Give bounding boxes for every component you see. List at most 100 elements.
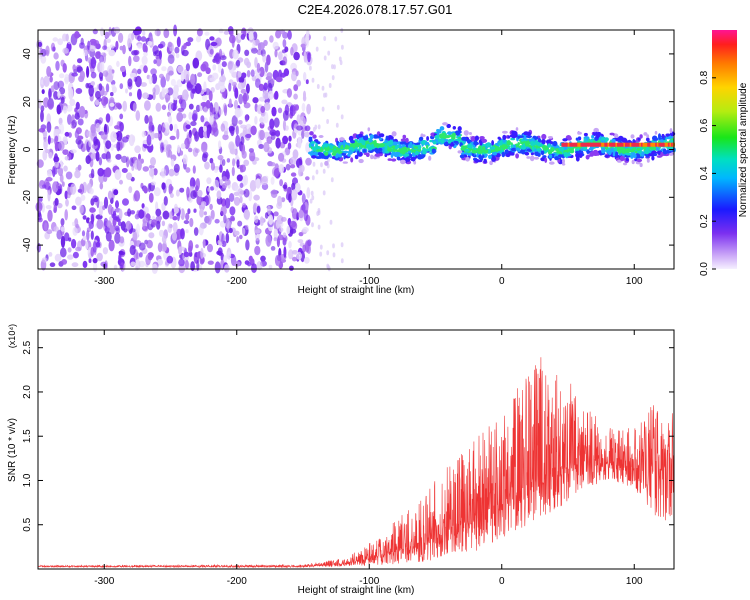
spectrogram-cell <box>61 181 65 188</box>
spectrogram-cell <box>491 157 495 160</box>
spectrogram-cell <box>58 87 66 95</box>
spectrogram-cell <box>312 161 316 167</box>
spectrogram-cell <box>506 140 511 146</box>
spectrogram-cell <box>410 156 416 162</box>
spectrogram-cell <box>153 187 161 197</box>
spectrogram-tone-cell <box>574 142 577 147</box>
spectrogram-cell <box>77 135 84 140</box>
spectrogram-cell <box>316 146 321 150</box>
spectrogram-cell <box>529 155 535 162</box>
spectrogram-cell <box>122 100 127 112</box>
spectrogram-cell <box>396 156 400 161</box>
spectrogram-cell <box>655 146 659 151</box>
spectrogram-cell <box>250 125 257 136</box>
spectrogram-cell <box>484 153 488 157</box>
spectrogram-cell <box>75 223 80 229</box>
spectrogram-cell <box>276 236 280 248</box>
spectrogram-cell <box>57 202 63 209</box>
spectrogram-tone-cell <box>632 142 636 147</box>
spectrogram-cell <box>289 265 294 271</box>
spectrogram-cell <box>637 137 641 141</box>
spectrogram-cell <box>121 168 128 173</box>
spectrogram-cell <box>303 71 307 82</box>
spectrogram-cell <box>93 136 98 146</box>
spectrogram-tone-cell <box>647 142 650 147</box>
spectrogram-cell <box>117 221 122 227</box>
colorbar-ticks: 0.0 0.2 0.4 0.6 0.8 <box>699 70 716 276</box>
spectrogram-cell <box>578 153 583 158</box>
spectrogram-cell <box>317 124 321 130</box>
spectrogram-cell <box>387 147 392 152</box>
spectrogram-cell <box>173 84 179 95</box>
colorbar-label: Normalized spectral amplitude <box>738 82 749 217</box>
spectrogram-y-tick-label: 40 <box>22 48 33 60</box>
spectrogram-cell <box>273 228 278 240</box>
spectrogram-cell <box>70 183 77 195</box>
spectrogram-cell <box>49 262 56 268</box>
spectrogram-cell <box>254 229 261 234</box>
spectrogram-cell <box>552 141 558 147</box>
spectrogram-cell <box>186 186 190 198</box>
spectrogram-cell <box>104 124 109 135</box>
spectrogram-cell <box>531 146 535 152</box>
spectrogram-cell <box>507 135 511 139</box>
spectrogram-tone-cell <box>607 142 610 147</box>
spectrogram-cell <box>129 210 136 215</box>
spectrogram-cell <box>210 41 218 47</box>
spectrogram-tone-cell <box>604 142 607 147</box>
spectrogram-cell <box>221 61 227 68</box>
spectrogram-cell <box>183 122 188 132</box>
spectrogram-cell <box>238 120 243 125</box>
spectrogram-cell <box>122 198 129 206</box>
spectrogram-cell <box>36 159 44 168</box>
spectrogram-cell <box>98 201 104 212</box>
snr-x-tick-label: -100 <box>359 576 379 587</box>
spectrogram-cell <box>55 60 60 71</box>
spectrogram-tone-cell <box>618 142 621 147</box>
spectrogram-cell <box>119 179 123 185</box>
spectrogram-cell <box>278 164 285 174</box>
spectrogram-cell <box>621 147 626 152</box>
spectrogram-cell <box>217 247 223 257</box>
spectrogram-cell <box>102 247 108 255</box>
spectrogram-cell <box>45 177 53 182</box>
spectrogram-cell <box>151 181 157 186</box>
spectrogram-cell <box>633 153 637 158</box>
spectrogram-cell <box>319 155 325 159</box>
spectrogram-cell <box>370 154 374 160</box>
spectrogram-cell <box>137 88 142 100</box>
spectrogram-cell <box>78 105 86 118</box>
spectrogram-cell <box>617 148 622 154</box>
spectrogram-cell <box>90 213 95 225</box>
spectrogram-cell <box>533 156 540 160</box>
spectrogram-cell <box>177 144 181 154</box>
spectrogram-cell <box>558 154 563 158</box>
spectrogram-cell <box>399 145 403 149</box>
spectrogram-cell <box>285 125 289 130</box>
spectrogram-cell <box>340 242 344 248</box>
spectrogram-cell <box>158 229 165 237</box>
spectrogram-cell <box>282 135 289 145</box>
spectrogram-cell <box>251 263 257 273</box>
spectrogram-cell <box>176 36 181 48</box>
snr-y-multiplier: (x10⁴) <box>7 324 17 348</box>
spectrogram-x-tick-label: 100 <box>626 276 643 287</box>
spectrogram-cell <box>229 143 235 154</box>
spectrogram-cell <box>86 227 91 233</box>
spectrogram-cell <box>601 136 606 141</box>
spectrogram-cell <box>137 68 142 75</box>
spectrogram-cell <box>477 159 483 163</box>
spectrogram-cell <box>169 135 176 141</box>
spectrogram-cell <box>131 165 135 171</box>
spectrogram-cell <box>126 172 133 180</box>
spectrogram-cell <box>319 147 324 152</box>
spectrogram-cell <box>157 123 162 134</box>
spectrogram-cell <box>207 260 214 265</box>
spectrogram-cell <box>231 166 235 177</box>
spectrogram-cell <box>402 134 407 139</box>
spectrogram-cell <box>243 159 250 166</box>
snr-panel: -300 -200 -100 0 100 0.5 1.0 1.5 2.0 2.5 Height … <box>7 324 675 596</box>
spectrogram-cell <box>288 135 292 142</box>
spectrogram-cell <box>160 76 166 88</box>
colorbar: 0.0 0.2 0.4 0.6 0.8 Normalized spectral ampl… <box>699 30 749 276</box>
